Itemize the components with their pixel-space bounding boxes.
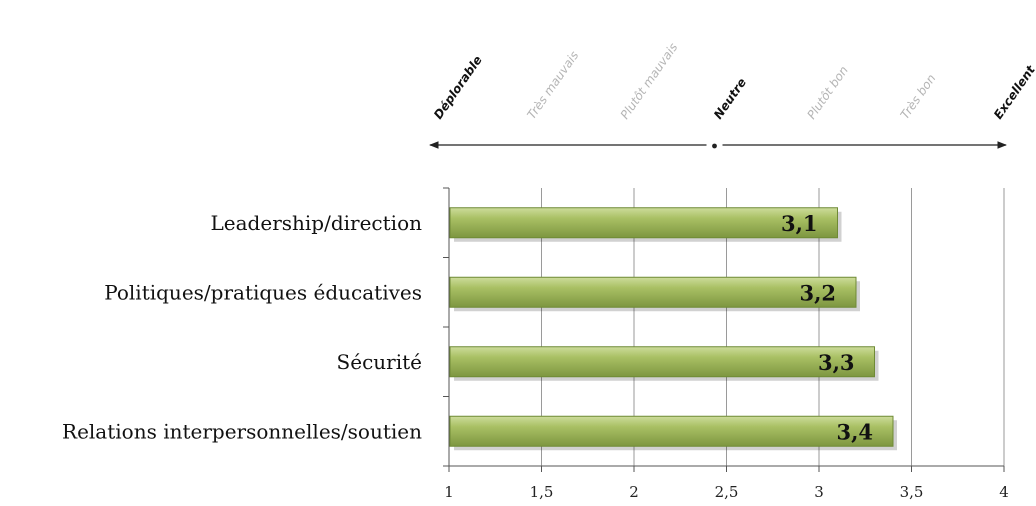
axes	[443, 187, 1005, 472]
scale-label: Plutôt mauvais	[618, 40, 681, 121]
scale-midpoint-dot	[712, 143, 717, 149]
bar-value-label: 3,1	[781, 211, 818, 236]
x-tick-label: 3	[814, 483, 824, 501]
scale-label: Excellent	[991, 62, 1036, 122]
scale-label: Plutôt bon	[804, 63, 851, 121]
category-label: Sécurité	[337, 350, 422, 374]
bar	[449, 415, 894, 447]
bar-value-label: 3,2	[799, 280, 836, 305]
scale-label: Neutre	[711, 76, 749, 122]
x-tick-label: 3,5	[900, 483, 924, 501]
bar	[449, 207, 838, 239]
bar-value-label: 3,3	[818, 350, 855, 375]
x-tick-label: 1	[444, 483, 454, 501]
x-tick-label: 1,5	[530, 483, 554, 501]
x-tick-label: 4	[999, 483, 1009, 501]
bar	[449, 276, 857, 308]
x-tick-label: 2,5	[715, 483, 739, 501]
bars: 3,1 3,2 3,3 3,4	[449, 207, 897, 451]
scale-label: Déplorable	[431, 53, 485, 122]
x-tick-labels: 1 1,5 2 2,5 3 3,5 4	[444, 483, 1009, 501]
bar	[449, 346, 875, 378]
scale-label: Très bon	[898, 72, 939, 122]
category-label: Relations interpersonnelles/soutien	[62, 419, 422, 443]
category-label: Politiques/pratiques éducatives	[104, 280, 422, 304]
x-tick-label: 2	[629, 483, 639, 501]
category-label: Leadership/direction	[211, 211, 423, 235]
bar-value-label: 3,4	[836, 419, 873, 444]
scale-label: Très mauvais	[524, 49, 581, 122]
category-labels: Leadership/direction Politiques/pratiques…	[62, 211, 422, 444]
rating-scale-header: Déplorable Très mauvais Plutôt mauvais Neut…	[429, 40, 1036, 149]
